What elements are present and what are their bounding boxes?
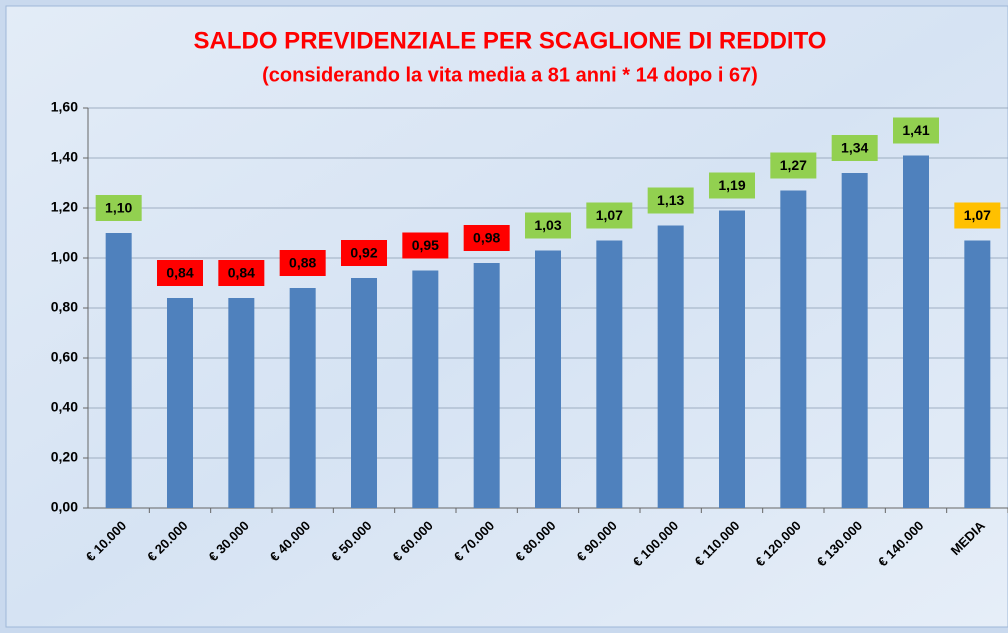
value-label-box [218,260,265,286]
value-label: 1,34 [841,140,868,156]
value-label: 0,84 [228,265,255,281]
value-label: 0,95 [412,237,439,253]
y-tick-label: 1,40 [51,149,78,165]
value-label-box [893,117,939,144]
value-label-box [586,202,633,229]
bar [841,173,868,508]
bar [903,155,929,508]
bar [228,298,255,508]
bar [105,233,132,508]
value-label-box [647,187,694,214]
bar [289,288,316,508]
bar [780,190,807,508]
value-label: 1,41 [902,122,929,138]
chart-subtitle: (considerando la vita media a 81 anni * … [262,64,758,86]
value-label: 0,92 [350,245,377,261]
value-label-box [95,195,142,221]
y-tick-label: 0,80 [51,299,78,315]
value-label-box [831,135,878,161]
y-tick-label: 0,60 [51,349,78,365]
value-label: 0,84 [166,265,193,281]
y-tick-label: 0,20 [51,449,78,465]
value-label: 1,13 [657,192,684,208]
value-label: 1,27 [780,157,807,173]
value-label-box [525,212,571,239]
value-label-box [279,250,326,276]
value-label: 0,88 [289,255,316,271]
value-label-box [157,260,203,286]
value-label: 1,10 [105,200,132,216]
bar [657,225,684,508]
value-label-box [463,225,510,251]
value-label: 1,19 [718,177,745,193]
chart-title: SALDO PREVIDENZIALE PER SCAGLIONE DI RED… [194,27,827,54]
value-label: 0,98 [473,230,500,246]
y-tick-label: 1,60 [51,99,78,115]
bar [964,240,991,508]
y-tick-label: 0,00 [51,499,78,515]
value-label-box [402,232,449,259]
bar [596,240,623,508]
bar [412,270,439,508]
y-tick-label: 1,20 [51,199,78,215]
value-label-box [709,172,755,199]
value-label: 1,03 [534,217,561,233]
bar [167,298,193,508]
bar [719,210,745,508]
value-label: 1,07 [964,207,991,223]
value-label-box [341,240,387,266]
value-label-box [770,152,817,179]
bar [535,250,561,508]
bar [351,278,377,508]
value-label: 1,07 [596,207,623,223]
value-label-box [954,202,1001,229]
y-tick-label: 0,40 [51,399,78,415]
y-tick-label: 1,00 [51,249,78,265]
bar [473,263,500,508]
